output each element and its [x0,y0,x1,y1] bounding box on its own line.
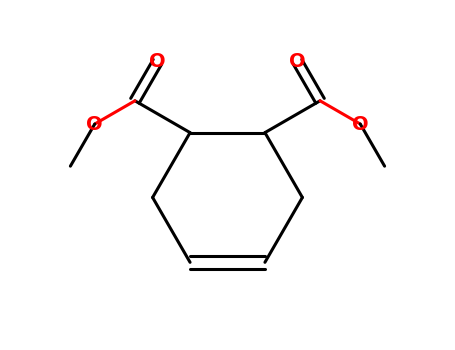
Text: O: O [86,114,103,133]
Text: O: O [149,52,166,71]
Text: O: O [352,114,369,133]
Text: O: O [289,52,306,71]
